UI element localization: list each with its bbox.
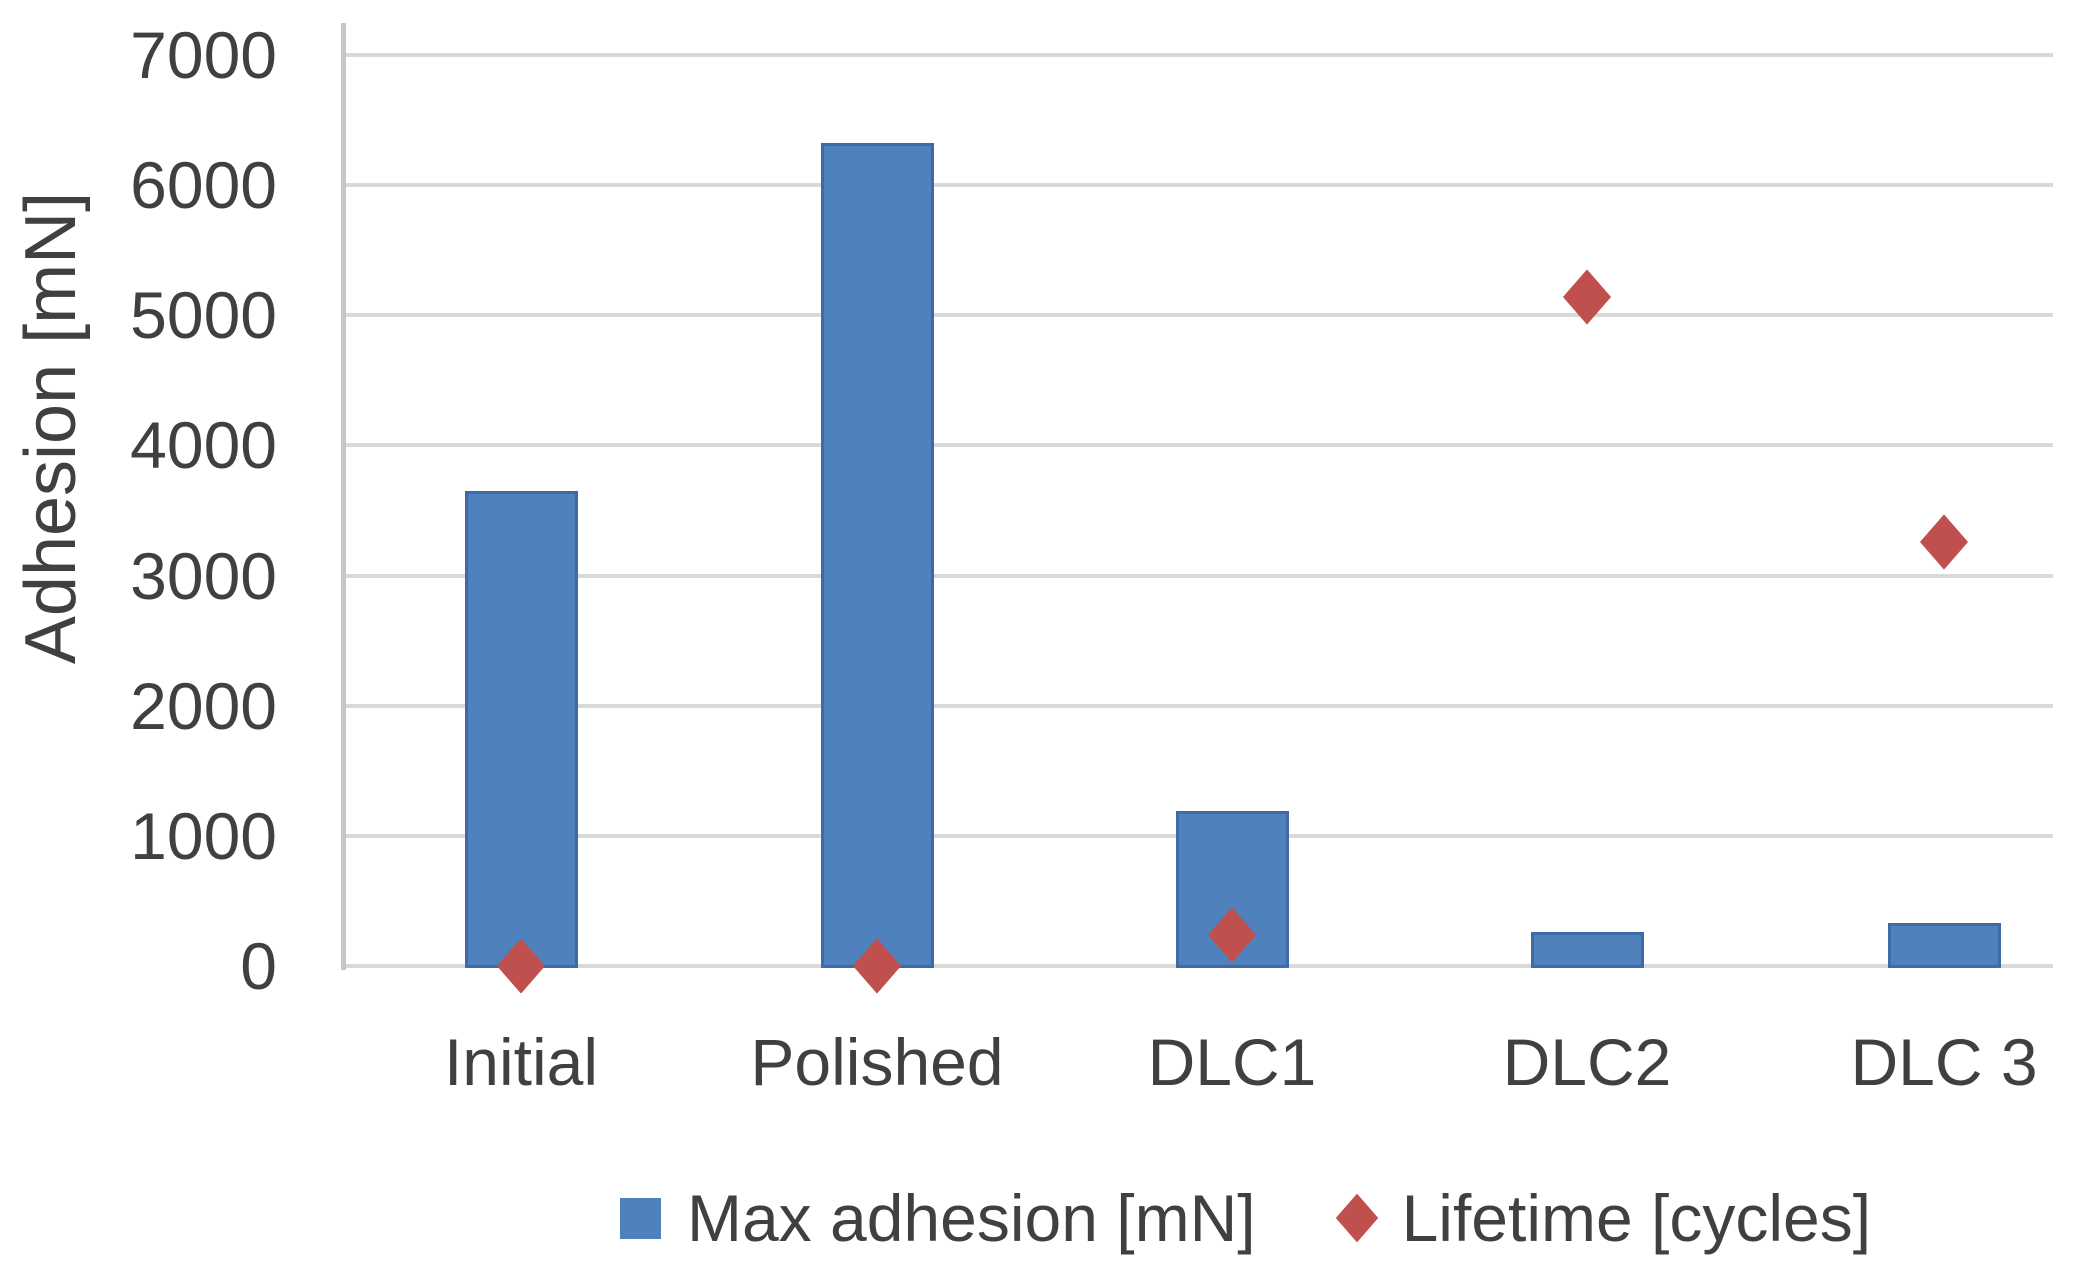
legend-item-lifetime: Lifetime [cycles] (1334, 1178, 1871, 1258)
gridline (343, 703, 2053, 708)
x-category-label-polished: Polished (750, 1025, 1004, 1099)
x-category-label-dlc2: DLC2 (1502, 1025, 1672, 1099)
bar-dlc3 (1887, 923, 2001, 968)
legend-item-max-adhesion: Max adhesion [mN] (620, 1178, 1256, 1258)
legend-label-max-adhesion: Max adhesion [mN] (687, 1181, 1256, 1255)
bar-polished (820, 143, 934, 968)
lifetime-marker-dlc3 (1919, 514, 1969, 570)
gridline (343, 573, 2053, 578)
y-tick-label: 2000 (130, 668, 277, 743)
legend: Max adhesion [mN] Lifetime [cycles] (620, 1178, 1871, 1258)
legend-label-lifetime: Lifetime [cycles] (1401, 1181, 1872, 1255)
gridline (343, 443, 2053, 448)
gridline (343, 313, 2053, 318)
bar-dlc2 (1530, 932, 1644, 968)
gridline (343, 53, 2053, 57)
x-category-label-dlc1: DLC1 (1147, 1025, 1317, 1099)
y-tick-label: 6000 (130, 148, 277, 223)
bar-initial (464, 490, 578, 968)
x-category-label-dlc3: DLC 3 (1850, 1025, 2038, 1099)
y-tick-label: 5000 (130, 278, 277, 353)
gridline (343, 183, 2053, 188)
bar-series-swatch-icon (620, 1197, 661, 1239)
y-axis-line (341, 23, 346, 970)
diamond-series-swatch-icon (1335, 1193, 1378, 1243)
y-tick-label: 7000 (130, 18, 277, 92)
y-tick-label: 3000 (130, 538, 277, 613)
x-category-label-initial: Initial (443, 1025, 599, 1099)
y-tick-label: 4000 (130, 408, 277, 483)
y-tick-label: 1000 (130, 798, 277, 873)
y-tick-label: 0 (240, 929, 277, 1003)
